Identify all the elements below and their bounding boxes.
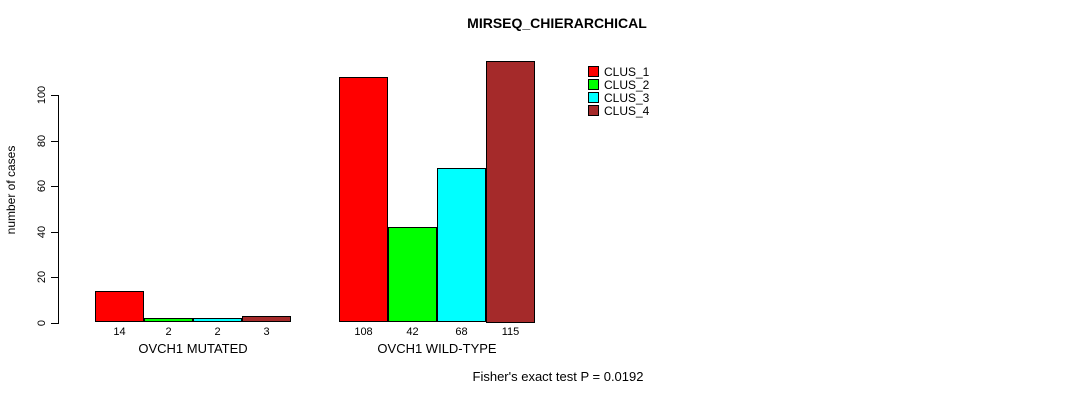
bar-clus_3-1 [193,317,242,323]
y-axis-line [58,95,59,324]
legend-item-clus_4: CLUS_4 [588,103,650,118]
y-axis-tick [51,231,58,233]
legend-swatch-icon [588,66,599,77]
y-axis-tick-label: 60 [36,179,48,193]
y-axis-tick [51,322,58,324]
bar-clus_1-1 [95,290,144,323]
y-axis-tick [51,186,58,187]
y-axis-tick [51,95,58,96]
legend-label: CLUS_1 [604,64,650,79]
group-label: OVCH1 WILD-TYPE [377,341,497,356]
bar-value-label: 2 [214,326,221,338]
bar-value-label: 108 [354,326,373,338]
chart-title: MIRSEQ_CHIERARCHICAL [467,15,647,31]
legend-item-clus_2: CLUS_2 [588,77,650,92]
bar-clus_2-2 [388,226,437,323]
legend-label: CLUS_3 [604,90,650,105]
y-axis-tick-label: 100 [36,85,48,105]
bar-clus_4-1 [242,315,291,323]
bar-value-label: 14 [113,326,126,338]
legend-label: CLUS_4 [604,103,650,118]
legend-item-clus_3: CLUS_3 [588,90,650,105]
y-axis-tick [51,140,58,142]
bar-clus_3-2 [437,167,486,323]
bar-value-label: 68 [455,326,468,338]
bar-value-label: 3 [263,326,270,338]
bar-clus_2-1 [144,317,193,323]
bar-value-label: 115 [501,326,520,338]
bar-value-label: 2 [165,326,172,338]
y-axis-tick-label: 40 [36,225,48,238]
y-axis-tick-label: 0 [36,319,48,326]
y-axis-tick [51,277,58,278]
legend-swatch-icon [588,92,599,103]
legend-swatch-icon [588,105,599,116]
legend-swatch-icon [588,79,599,90]
bar-clus_4-2 [486,60,535,323]
legend: CLUS_1 CLUS_2 CLUS_3 CLUS_4 [588,64,650,118]
stat-annotation: Fisher's exact test P = 0.0192 [472,369,644,384]
legend-item-clus_1: CLUS_1 [588,64,650,79]
legend-label: CLUS_2 [604,77,650,92]
group-label: OVCH1 MUTATED [138,341,248,356]
y-axis-tick-label: 80 [36,134,48,147]
y-axis-tick-label: 20 [36,270,48,284]
bar-value-label: 42 [406,326,419,338]
bar-clus_1-2 [339,76,388,323]
y-axis-label: number of cases [4,145,18,235]
